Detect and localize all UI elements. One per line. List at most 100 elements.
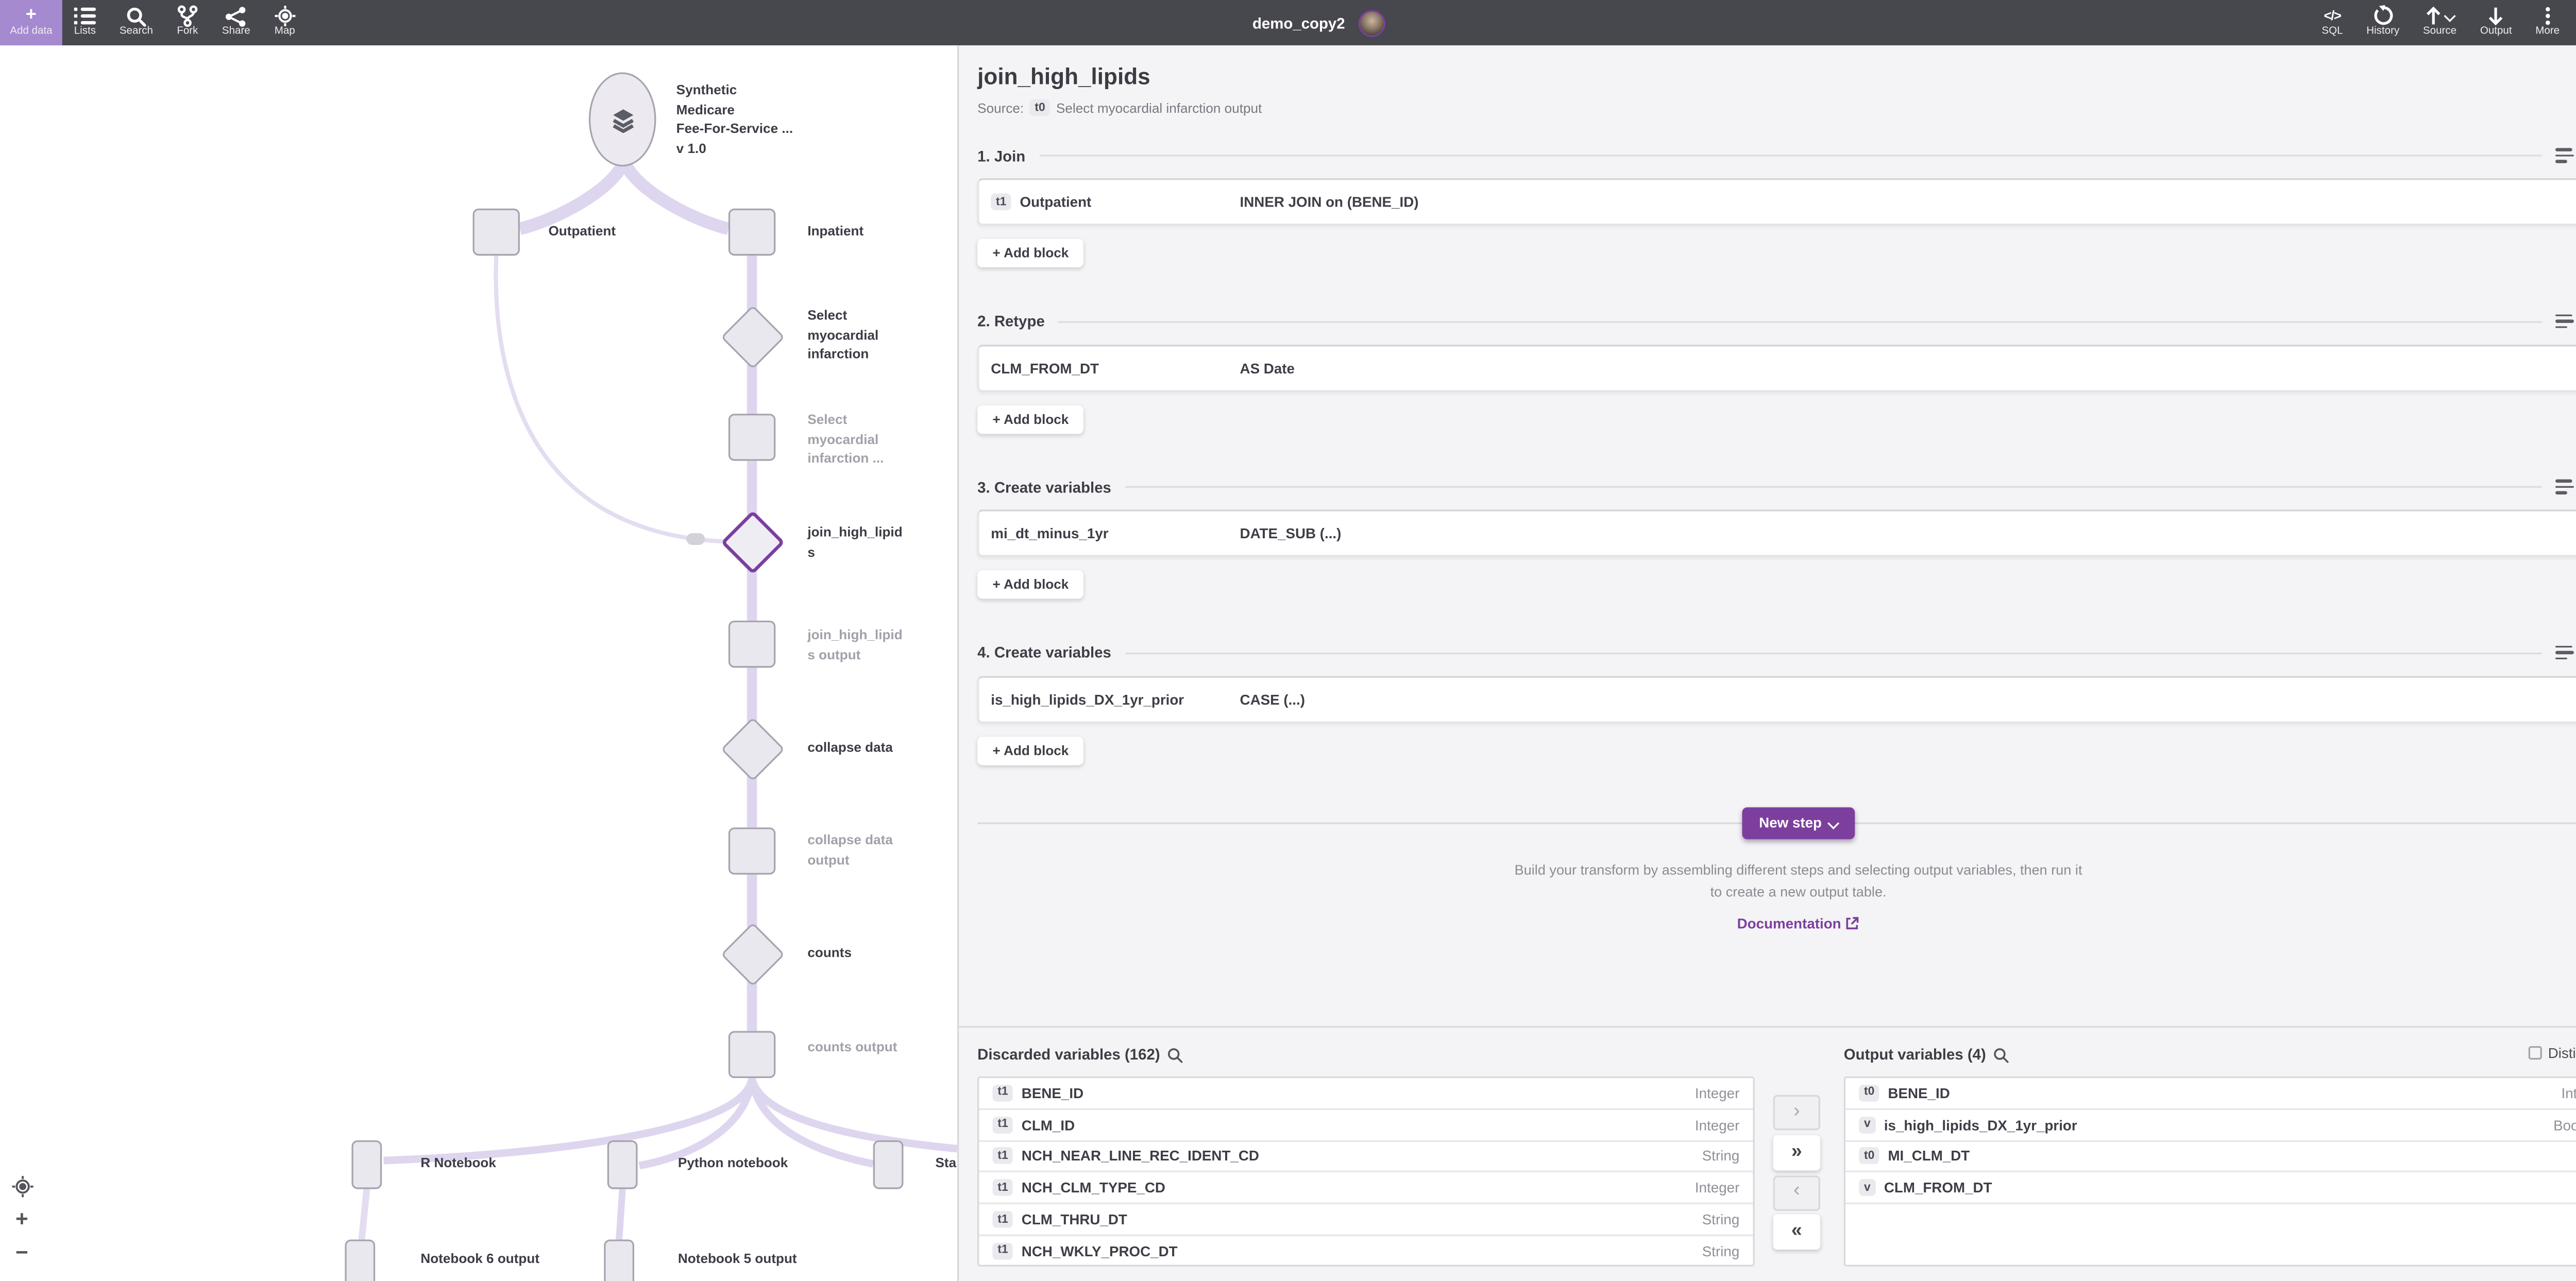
variable-row[interactable]: t1 CLM_THRU_DT String bbox=[979, 1204, 1753, 1236]
share-icon bbox=[226, 6, 246, 26]
move-all-right-button[interactable]: » bbox=[1773, 1135, 1821, 1171]
divider bbox=[1058, 320, 2541, 322]
variable-row[interactable]: v is_high_lipids_DX_1yr_prior Boolean bbox=[1845, 1109, 2576, 1141]
kebab-icon bbox=[2545, 7, 2550, 25]
source-label: Source: bbox=[977, 100, 1024, 115]
node-join-high-lipids-output-label: join_high_lipid s output bbox=[807, 627, 903, 662]
variable-row[interactable]: t1 NCH_CLM_TYPE_CD Integer bbox=[979, 1173, 1753, 1205]
discarded-variables-title-row: Discarded variables (162) bbox=[977, 1046, 1182, 1063]
pipeline-canvas[interactable]: Synthetic Medicare Fee-For-Service ... v… bbox=[0, 45, 957, 1281]
distinct-option: Distinct ? bbox=[2529, 1044, 2576, 1062]
upload-icon bbox=[2426, 7, 2455, 25]
variable-row[interactable]: t1 NCH_NEAR_LINE_REC_IDENT_CD String bbox=[979, 1141, 1753, 1173]
more-button[interactable]: More bbox=[2523, 0, 2571, 45]
variable-row[interactable]: t1 NCH_WKLY_PROC_DT String bbox=[979, 1236, 1753, 1265]
step-2-header: 2. Retype bbox=[977, 311, 2576, 331]
node-counts[interactable] bbox=[720, 921, 784, 986]
move-left-button[interactable]: ‹ bbox=[1773, 1174, 1821, 1210]
step-2-retype: 2. Retype CLM_FROM_DT AS Date + Add bloc… bbox=[959, 311, 2576, 471]
add-block-button[interactable]: + Add block bbox=[977, 404, 1084, 433]
node-join-high-lipids-output[interactable] bbox=[728, 620, 776, 668]
step-menu-icon[interactable] bbox=[2554, 645, 2573, 660]
distinct-checkbox[interactable] bbox=[2529, 1046, 2541, 1060]
node-outpatient[interactable] bbox=[472, 208, 520, 256]
search-icon[interactable] bbox=[1993, 1047, 2008, 1062]
sql-button[interactable]: </> SQL bbox=[2321, 8, 2343, 38]
map-button[interactable]: Map bbox=[262, 0, 308, 45]
zoom-in-button[interactable]: + bbox=[15, 1205, 28, 1231]
variable-row[interactable]: v CLM_FROM_DT Date bbox=[1845, 1173, 2576, 1205]
add-block-button[interactable]: + Add block bbox=[977, 238, 1084, 268]
step-menu-icon[interactable] bbox=[2554, 480, 2573, 494]
node-r-notebook[interactable] bbox=[351, 1140, 382, 1189]
retype-block-row[interactable]: CLM_FROM_DT AS Date bbox=[977, 344, 2576, 391]
node-notebook6-output[interactable] bbox=[345, 1239, 376, 1281]
share-button[interactable]: Share bbox=[210, 0, 262, 45]
node-collapse-data[interactable] bbox=[720, 716, 784, 781]
block-description: AS Date bbox=[1240, 359, 1295, 376]
node-join-high-lipids[interactable] bbox=[720, 509, 784, 574]
node-select-mi[interactable] bbox=[720, 304, 784, 369]
node-stata-notebook-label: Sta bbox=[935, 1155, 957, 1171]
output-button[interactable]: Output bbox=[2468, 0, 2523, 45]
step-2-title: 2. Retype bbox=[977, 313, 1045, 330]
helper-text: Build your transform by assembling diffe… bbox=[1514, 861, 2082, 899]
add-data-label: Add data bbox=[10, 25, 53, 38]
node-select-mi-label: Select myocardial infarction bbox=[807, 308, 879, 362]
search-button[interactable]: Search bbox=[108, 0, 165, 45]
step-3-title: 3. Create variables bbox=[977, 478, 1111, 496]
search-icon[interactable] bbox=[1167, 1047, 1182, 1062]
external-link-icon bbox=[1846, 917, 1859, 930]
node-select-mi-output[interactable] bbox=[728, 414, 776, 461]
step-menu-icon[interactable] bbox=[2554, 314, 2573, 329]
block-name: Outpatient bbox=[1020, 193, 1092, 211]
create-variable-block-row[interactable]: is_high_lipids_DX_1yr_prior CASE (...) bbox=[977, 675, 2576, 723]
divider bbox=[1039, 155, 2541, 157]
variable-row[interactable]: t1 BENE_ID Integer bbox=[979, 1078, 1753, 1110]
search-icon bbox=[126, 7, 146, 26]
create-variable-block-row[interactable]: mi_dt_minus_1yr DATE_SUB (...) bbox=[977, 509, 2576, 557]
block-description: INNER JOIN on (BENE_ID) bbox=[1240, 193, 1419, 211]
fork-button[interactable]: Fork bbox=[165, 0, 210, 45]
lists-button[interactable]: Lists bbox=[62, 0, 108, 45]
discarded-variables-title: Discarded variables (162) bbox=[977, 1046, 1160, 1063]
distinct-label: Distinct bbox=[2548, 1044, 2576, 1062]
block-name: is_high_lipids_DX_1yr_prior bbox=[991, 690, 1184, 708]
move-right-button[interactable]: › bbox=[1773, 1095, 1821, 1131]
node-stata-notebook[interactable] bbox=[873, 1140, 904, 1189]
block-description: CASE (...) bbox=[1240, 690, 1306, 708]
node-dataset[interactable] bbox=[588, 72, 656, 167]
chevron-down-icon bbox=[1828, 817, 1840, 828]
node-join-high-lipids-label: join_high_lipid s bbox=[807, 524, 903, 559]
join-block-row[interactable]: t1 Outpatient INNER JOIN on (BENE_ID) bbox=[977, 178, 2576, 226]
add-block-button[interactable]: + Add block bbox=[977, 570, 1084, 599]
source-button[interactable]: Source bbox=[2411, 0, 2468, 45]
node-counts-output[interactable] bbox=[728, 1031, 776, 1079]
add-data-button[interactable]: + Add data bbox=[0, 0, 62, 46]
step-menu-icon[interactable] bbox=[2554, 148, 2573, 163]
user-avatar[interactable] bbox=[1358, 9, 1386, 37]
variables-panel-divider bbox=[959, 1026, 2576, 1028]
node-inpatient[interactable] bbox=[728, 208, 776, 256]
new-step-button[interactable]: New step bbox=[1742, 806, 1855, 840]
node-python-notebook[interactable] bbox=[607, 1140, 638, 1189]
edge-connector-pill bbox=[686, 533, 705, 545]
variable-row[interactable]: t0 MI_CLM_DT Date bbox=[1845, 1141, 2576, 1173]
zoom-out-button[interactable]: − bbox=[15, 1238, 28, 1264]
download-icon bbox=[2488, 7, 2503, 26]
documentation-link[interactable]: Documentation bbox=[1737, 915, 1860, 932]
transform-panel: join_high_lipids Source: t0 Select myoca… bbox=[957, 45, 2576, 1281]
node-notebook5-output-label: Notebook 5 output bbox=[677, 1251, 797, 1267]
variable-row[interactable]: t0 BENE_ID Integer bbox=[1845, 1078, 2576, 1110]
history-button[interactable]: History bbox=[2354, 0, 2411, 45]
add-block-button[interactable]: + Add block bbox=[977, 736, 1084, 765]
chevron-down-icon bbox=[2444, 10, 2455, 22]
node-collapse-data-output[interactable] bbox=[728, 827, 776, 875]
move-all-left-button[interactable]: « bbox=[1773, 1214, 1821, 1250]
center-view-button[interactable] bbox=[10, 1174, 34, 1198]
node-notebook5-output[interactable] bbox=[604, 1239, 635, 1281]
node-select-mi-output-label: Select myocardial infarction ... bbox=[807, 412, 884, 466]
node-collapse-data-output-label: collapse data output bbox=[807, 832, 893, 867]
variable-row[interactable]: t1 CLM_ID Integer bbox=[979, 1109, 1753, 1141]
project-title: demo_copy2 bbox=[1252, 14, 1345, 31]
